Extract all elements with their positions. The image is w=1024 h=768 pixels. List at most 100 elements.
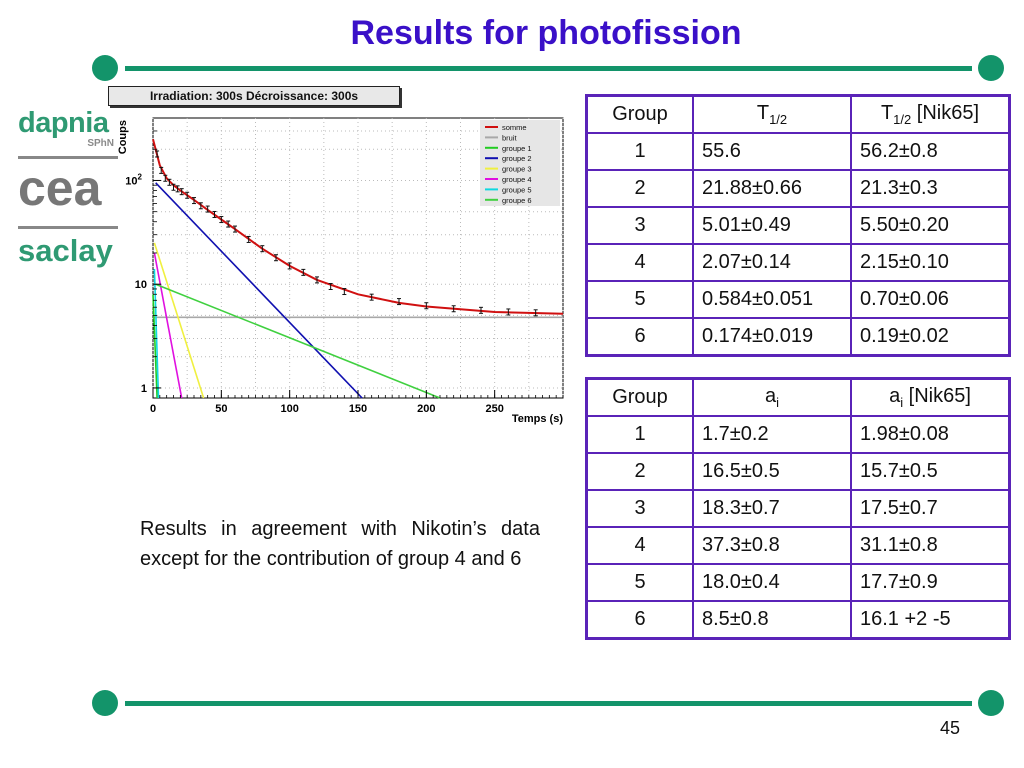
header-half-life-label: T	[756, 102, 770, 124]
x-tick-label: 50	[215, 403, 227, 415]
table-cell: 56.2±0.8	[850, 132, 1011, 171]
table-cell: 21.3±0.3	[850, 169, 1011, 208]
table-header-row: Group T1/2 T1/2 [Nik65]	[585, 94, 1011, 134]
half-life-table-body: 1 55.6 56.2±0.8 2 21.88±0.66 21.3±0.3 3 5.01±0.…	[585, 132, 1011, 357]
y-tick-label: 10	[135, 279, 147, 291]
table-cell: 31.1±0.8	[850, 526, 1011, 565]
table-cell: 3	[585, 489, 694, 528]
plot-header: Irradiation: 300s Décroissance: 300s	[108, 86, 400, 106]
x-tick-label: 0	[150, 403, 156, 415]
table-row: 5 18.0±0.4 17.7±0.9	[585, 563, 1011, 602]
sphn-logo: SPhN	[87, 138, 114, 149]
header-amplitude-nik: ai [Nik65]	[850, 377, 1011, 417]
table-cell: 1	[585, 132, 694, 171]
legend-entry: groupe 1	[502, 144, 532, 153]
table-cell: 0.174±0.019	[692, 317, 852, 357]
legend-entry: groupe 4	[502, 175, 532, 184]
saclay-logo: saclay	[18, 233, 113, 268]
top-rule	[125, 66, 972, 71]
y-tick-label-base: 10	[125, 175, 137, 187]
svg-text:cea: cea	[18, 165, 103, 215]
table-cell: 0.19±0.02	[850, 317, 1011, 357]
table-row: 4 2.07±0.14 2.15±0.10	[585, 243, 1011, 282]
table-cell: 16.1 +2 -5	[850, 600, 1011, 640]
table-cell: 5.50±0.20	[850, 206, 1011, 245]
table-cell: 5.01±0.49	[692, 206, 852, 245]
header-amplitude-sub: i	[776, 395, 779, 410]
y-tick-label: 102	[125, 172, 142, 187]
y-tick-label-base: 10	[135, 279, 147, 291]
x-ticks: 0 50 100 150 200 250	[150, 390, 564, 415]
header-half-life-nik-suffix: [Nik65]	[911, 102, 980, 124]
series-line-groupe-3	[153, 242, 205, 399]
bottom-left-dot	[92, 690, 118, 716]
x-axis-label: Temps (s)	[512, 413, 563, 425]
header-group: Group	[585, 377, 694, 417]
table-row: 1 1.7±0.2 1.98±0.08	[585, 415, 1011, 454]
table-cell: 18.0±0.4	[692, 563, 852, 602]
slide-title: Results for photofission	[350, 14, 742, 52]
table-cell: 21.88±0.66	[692, 169, 852, 208]
table-row: 4 37.3±0.8 31.1±0.8	[585, 526, 1011, 565]
header-half-life-nik-label: T	[880, 102, 894, 124]
table-row: 2 21.88±0.66 21.3±0.3	[585, 169, 1011, 208]
header-amplitude-nik-suffix: [Nik65]	[903, 385, 971, 407]
header-group: Group	[585, 94, 694, 134]
table-row: 1 55.6 56.2±0.8	[585, 132, 1011, 171]
series-line-groupe-6	[155, 283, 441, 399]
legend-entry: groupe 2	[502, 154, 532, 163]
table-cell: 2	[585, 169, 694, 208]
logos: dapnia SPhN cea saclay	[18, 108, 118, 267]
table-cell: 5	[585, 280, 694, 319]
header-amplitude-nik-sub: i	[900, 395, 904, 410]
table-row: 3 18.3±0.7 17.5±0.7	[585, 489, 1011, 528]
table-cell: 15.7±0.5	[850, 452, 1011, 491]
series-line-groupe-2	[155, 182, 363, 399]
table-cell: 1.98±0.08	[850, 415, 1011, 454]
legend-entry: bruit	[502, 133, 518, 142]
y-axis-label: Coups	[117, 120, 129, 154]
table-cell: 17.7±0.9	[850, 563, 1011, 602]
table-cell: 4	[585, 243, 694, 282]
y-tick-label-exponent: 2	[138, 172, 143, 181]
header-amplitude: ai	[692, 377, 852, 417]
x-tick-label: 200	[417, 403, 435, 415]
logo-divider-2	[18, 226, 118, 229]
header-amplitude-label: a	[764, 385, 777, 407]
table-cell: 0.70±0.06	[850, 280, 1011, 319]
header-amplitude-nik-label: a	[889, 385, 901, 407]
table-cell: 1.7±0.2	[692, 415, 852, 454]
y-tick-label: 1	[141, 383, 147, 395]
bottom-right-dot	[978, 690, 1004, 716]
header-half-life-nik: T1/2 [Nik65]	[850, 94, 1011, 134]
header-group-label: Group	[612, 103, 668, 125]
table-row: 2 16.5±0.5 15.7±0.5	[585, 452, 1011, 491]
legend-entry: groupe 6	[502, 196, 532, 205]
series-line-groupe-4	[153, 252, 183, 399]
table-row: 6 8.5±0.8 16.1 +2 -5	[585, 600, 1011, 640]
table-cell: 55.6	[692, 132, 852, 171]
table-row: 5 0.584±0.051 0.70±0.06	[585, 280, 1011, 319]
data-points	[155, 150, 538, 317]
table-cell: 5	[585, 563, 694, 602]
table-row: 3 5.01±0.49 5.50±0.20	[585, 206, 1011, 245]
table-cell: 2	[585, 452, 694, 491]
legend-entry: groupe 3	[502, 165, 532, 174]
table-cell: 8.5±0.8	[692, 600, 852, 640]
y-tick-label-base: 1	[141, 383, 147, 395]
amplitude-table-body: 1 1.7±0.2 1.98±0.08 2 16.5±0.5 15.7±0.5 3 18.3±…	[585, 415, 1011, 640]
legend-box	[480, 120, 560, 206]
dapnia-logo: dapnia	[18, 107, 109, 139]
table-cell: 6	[585, 317, 694, 357]
series-line-groupe-1	[152, 294, 158, 399]
series-line-groupe-5	[153, 268, 160, 399]
table-cell: 2.15±0.10	[850, 243, 1011, 282]
legend-entry: groupe 5	[502, 185, 532, 194]
half-life-table: Group T1/2 T1/2 [Nik65] 1 55.6 56.2±0.8 2 21…	[585, 94, 1011, 357]
header-half-life-nik-sub: 1/2	[893, 112, 912, 127]
x-tick-label: 250	[485, 403, 503, 415]
table-row: 6 0.174±0.019 0.19±0.02	[585, 317, 1011, 357]
